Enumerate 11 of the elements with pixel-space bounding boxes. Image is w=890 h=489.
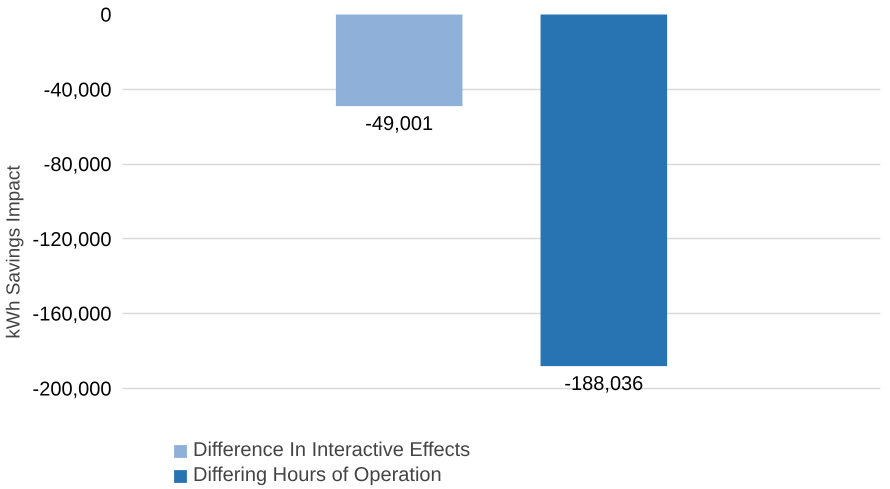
y-tick-label: -40,000	[44, 79, 112, 102]
legend-label: Differing Hours of Operation	[193, 464, 442, 487]
legend-label: Difference In Interactive Effects	[193, 439, 470, 462]
y-tick-label: 0	[100, 4, 112, 26]
data-label: -49,001	[365, 113, 434, 136]
y-tick-label: -80,000	[44, 154, 112, 176]
data-label: -188,036	[564, 373, 644, 396]
y-tick-label: -160,000	[32, 304, 112, 326]
y-tick-label: -200,000	[32, 378, 112, 401]
y-tick-label: -120,000	[32, 228, 112, 251]
y-axis-title: kWh Savings Impact	[4, 164, 25, 339]
